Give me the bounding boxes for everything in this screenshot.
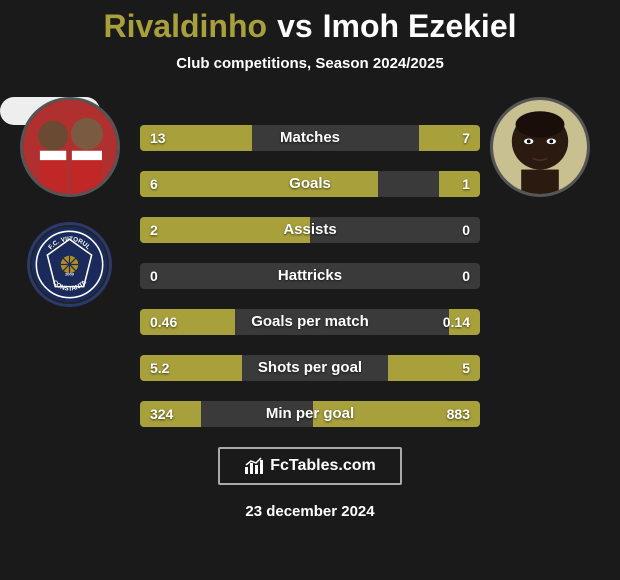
chart-icon xyxy=(244,457,264,475)
stat-value-right: 1 xyxy=(462,171,470,197)
stat-label: Goals per match xyxy=(140,309,480,335)
svg-text:2009: 2009 xyxy=(65,272,75,277)
brand-text: FcTables.com xyxy=(270,457,376,474)
stat-label: Goals xyxy=(140,171,480,197)
subtitle: Club competitions, Season 2024/2025 xyxy=(0,55,620,72)
player1-avatar xyxy=(20,97,120,197)
stat-label: Min per goal xyxy=(140,401,480,427)
header: Rivaldinho vs Imoh Ezekiel Club competit… xyxy=(0,0,620,72)
stat-value-right: 0 xyxy=(462,217,470,243)
stat-value-right: 0 xyxy=(462,263,470,289)
stat-row: 13Matches7 xyxy=(140,125,480,151)
stat-value-right: 7 xyxy=(462,125,470,151)
stat-value-right: 5 xyxy=(462,355,470,381)
comparison-panel: 2009 F.C. VIITORUL CONSTANTA 13Matches7 6… xyxy=(0,97,620,427)
stat-label: Assists xyxy=(140,217,480,243)
brand-box: FcTables.com xyxy=(218,447,402,485)
stat-row: 2Assists0 xyxy=(140,217,480,243)
stat-row: 0Hattricks0 xyxy=(140,263,480,289)
player2-name: Imoh Ezekiel xyxy=(323,8,517,45)
stat-bars: 13Matches76Goals12Assists00Hattricks00.4… xyxy=(140,125,480,427)
stat-row: 6Goals1 xyxy=(140,171,480,197)
stat-row: 0.46Goals per match0.14 xyxy=(140,309,480,335)
vs-text: vs xyxy=(277,8,313,45)
stat-label: Matches xyxy=(140,125,480,151)
stat-label: Shots per goal xyxy=(140,355,480,381)
stat-row: 324Min per goal883 xyxy=(140,401,480,427)
stat-value-right: 0.14 xyxy=(443,309,470,335)
stat-label: Hattricks xyxy=(140,263,480,289)
player1-name: Rivaldinho xyxy=(104,8,268,45)
footer-date: 23 december 2024 xyxy=(0,503,620,520)
player1-club-badge: 2009 F.C. VIITORUL CONSTANTA xyxy=(27,222,112,307)
stat-row: 5.2Shots per goal5 xyxy=(140,355,480,381)
footer: FcTables.com 23 december 2024 xyxy=(0,447,620,520)
page-title: Rivaldinho vs Imoh Ezekiel xyxy=(0,8,620,45)
player2-avatar xyxy=(490,97,590,197)
stat-value-right: 883 xyxy=(447,401,470,427)
